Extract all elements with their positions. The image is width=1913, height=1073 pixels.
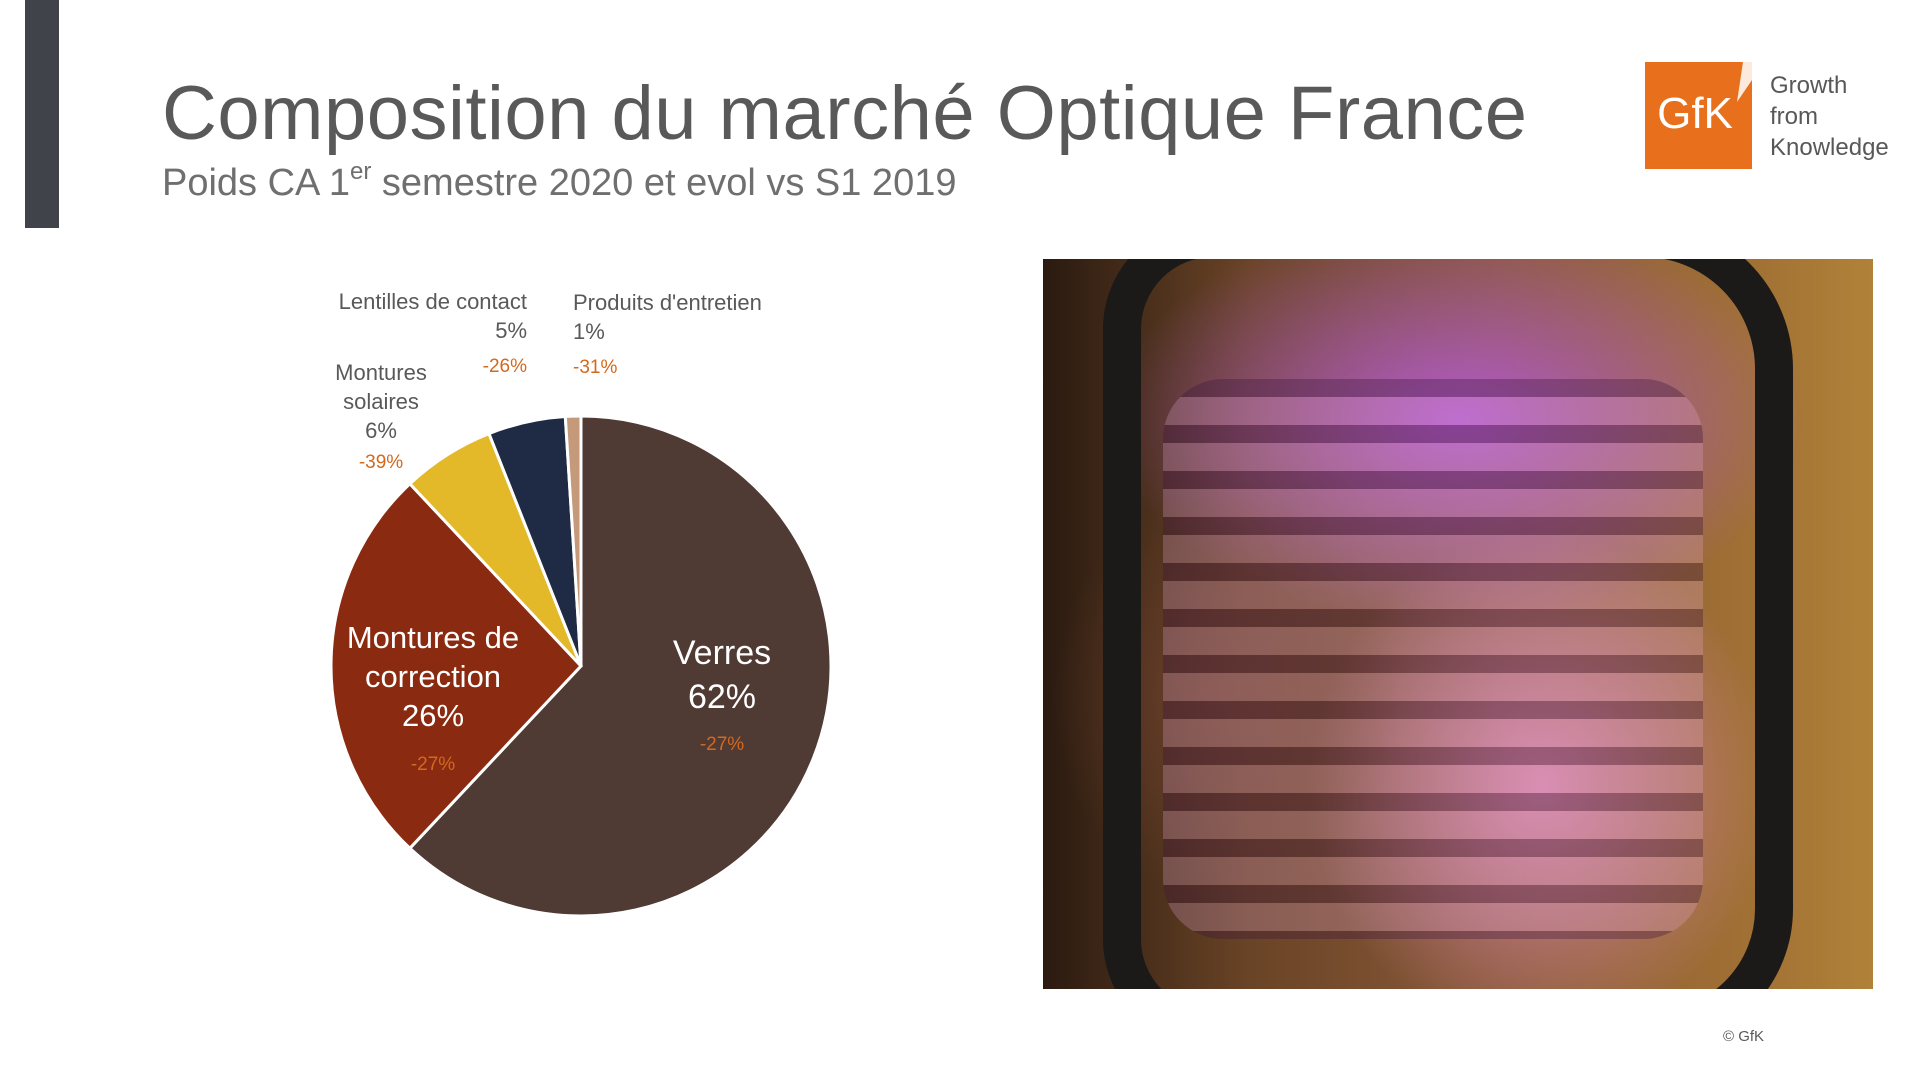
pie-label-montures-de-correction: Montures de: [347, 620, 519, 655]
pie-evol-montures-solaires: -39%: [359, 452, 403, 473]
eyeglasses-reflection-photo: [1043, 259, 1873, 989]
subtitle-prefix: Poids CA 1: [162, 162, 350, 204]
pie-label-produits-d-entretien: Produits d'entretien: [573, 290, 762, 315]
pie-value-produits-d-entretien: 1%: [573, 319, 605, 344]
pie-label-montures-de-correction: correction: [365, 659, 501, 694]
subtitle-superscript: er: [350, 158, 372, 185]
gfk-logo-letters: GfK: [1657, 89, 1733, 138]
market-pie-chart: Verres 62% -27% Montures de correction 26% -27…: [329, 289, 833, 918]
pie-value-montures-solaires: 6%: [365, 418, 397, 443]
accent-bar: [25, 0, 59, 228]
pie-label-montures-solaires: Montures: [335, 360, 427, 385]
page-title: Composition du marché Optique France: [162, 71, 1528, 156]
pie-label-lentilles-de-contact: Lentilles de contact: [339, 289, 527, 314]
pie-evol-montures-de-correction: -27%: [411, 754, 455, 775]
page-subtitle: Poids CA 1er semestre 2020 et evol vs S1…: [162, 158, 956, 205]
pie-value-montures-de-correction: 26%: [402, 698, 464, 733]
tagline-line-2: from: [1770, 103, 1818, 130]
pie-evol-lentilles-de-contact: -26%: [483, 356, 527, 377]
gfk-tagline: Growth from Knowledge: [1770, 70, 1889, 163]
photo-glasses-frame: [1103, 259, 1793, 989]
tagline-line-3: Knowledge: [1770, 134, 1889, 161]
photo-reflection: [1163, 379, 1703, 939]
pie-value-lentilles-de-contact: 5%: [495, 318, 527, 343]
pie-label-verres: Verres: [673, 634, 771, 672]
tagline-line-1: Growth: [1770, 72, 1848, 99]
pie-evol-produits-d-entretien: -31%: [573, 357, 617, 378]
pie-labels: Verres 62% -27% Montures de correction 26% -27…: [335, 289, 771, 775]
pie-slice-produits-d-entretien: [563, 414, 583, 667]
pie-label-montures-solaires: solaires: [343, 389, 419, 414]
pie-slices: [329, 414, 833, 918]
pie-slice-verres: [407, 414, 833, 918]
pie-evol-verres: -27%: [700, 734, 744, 755]
subtitle-suffix: semestre 2020 et evol vs S1 2019: [371, 162, 957, 204]
pie-slice-montures-de-correction: [329, 481, 584, 851]
pie-value-verres: 62%: [688, 678, 756, 716]
copyright-note: © GfK: [1723, 1028, 1765, 1045]
gfk-logo: GfK: [1645, 62, 1752, 169]
gfk-logo-mark: GfK: [1657, 62, 1752, 138]
